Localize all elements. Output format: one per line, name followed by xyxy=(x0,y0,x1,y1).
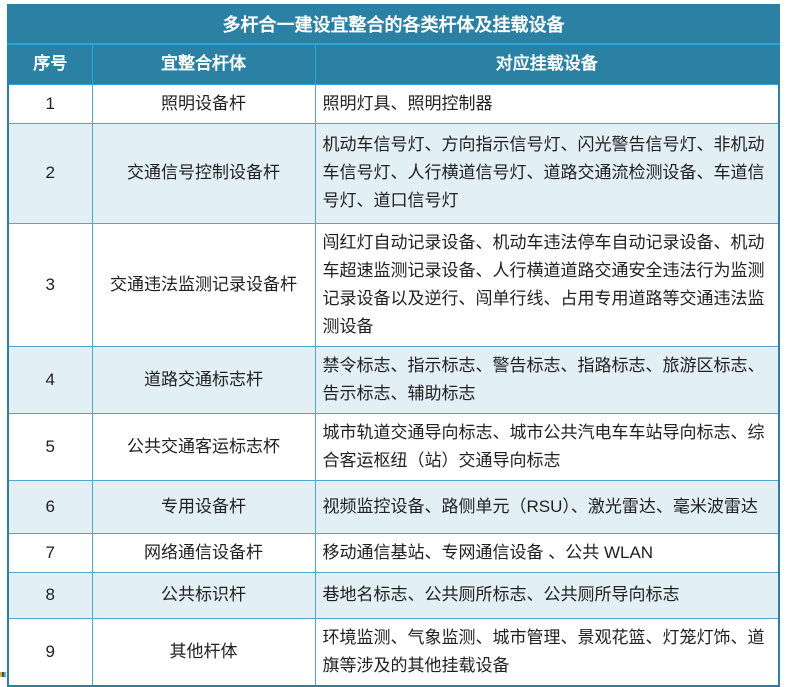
table-title-row: 多杆合一建设宜整合的各类杆体及挂载设备 xyxy=(7,4,780,45)
table-row: 6 专用设备杆 视频监控设备、路侧单元（RSU）、激光雷达、毫米波雷达 xyxy=(7,479,780,534)
table-row: 2 交通信号控制设备杆 机动车信号灯、方向指示信号灯、闪光警告信号灯、非机动车信… xyxy=(7,122,780,224)
pole-type-cell: 公共标识杆 xyxy=(91,571,316,619)
column-header-pole-type: 宜整合杆体 xyxy=(91,43,316,85)
row-number-cell: 3 xyxy=(7,222,93,347)
pole-type-cell: 其他杆体 xyxy=(91,617,316,686)
table-row: 1 照明设备杆 照明灯具、照明控制器 xyxy=(7,83,780,124)
devices-cell: 照明灯具、照明控制器 xyxy=(314,83,780,124)
table-row: 9 其他杆体 环境监测、气象监测、城市管理、景观花篮、灯笼灯饰、道旗等涉及的其他… xyxy=(7,617,780,686)
column-header-devices: 对应挂载设备 xyxy=(314,43,780,85)
table-header-row: 序号 宜整合杆体 对应挂载设备 xyxy=(7,43,780,85)
pole-type-cell: 交通信号控制设备杆 xyxy=(91,122,316,224)
devices-cell: 视频监控设备、路侧单元（RSU）、激光雷达、毫米波雷达 xyxy=(314,479,780,534)
row-number-cell: 2 xyxy=(7,122,93,224)
pole-type-cell: 公共交通客运标志杯 xyxy=(91,412,316,481)
pole-integration-table: 多杆合一建设宜整合的各类杆体及挂载设备 序号 宜整合杆体 对应挂载设备 1 照明… xyxy=(7,4,781,687)
row-number-cell: 5 xyxy=(7,412,93,481)
row-number-cell: 4 xyxy=(7,345,93,414)
row-number-cell: 7 xyxy=(7,532,93,573)
row-number-cell: 1 xyxy=(7,83,93,124)
devices-cell: 城市轨道交通导向标志、城市公共汽电车车站导向标志、综合客运枢纽（站）交通导向标志 xyxy=(314,412,780,481)
row-number-cell: 6 xyxy=(7,479,93,534)
row-number-cell: 9 xyxy=(7,617,93,686)
table-row: 3 交通违法监测记录设备杆 闯红灯自动记录设备、机动车违法停车自动记录设备、机动… xyxy=(7,222,780,347)
page-artifact xyxy=(0,672,6,677)
devices-cell: 闯红灯自动记录设备、机动车违法停车自动记录设备、机动车超速监测记录设备、人行横道… xyxy=(314,222,780,347)
pole-type-cell: 网络通信设备杆 xyxy=(91,532,316,573)
table-title: 多杆合一建设宜整合的各类杆体及挂载设备 xyxy=(7,4,780,45)
table-row: 8 公共标识杆 巷地名标志、公共厕所标志、公共厕所导向标志 xyxy=(7,571,780,619)
pole-type-cell: 专用设备杆 xyxy=(91,479,316,534)
devices-cell: 环境监测、气象监测、城市管理、景观花篮、灯笼灯饰、道旗等涉及的其他挂载设备 xyxy=(314,617,780,686)
column-header-index: 序号 xyxy=(7,43,93,85)
pole-type-cell: 照明设备杆 xyxy=(91,83,316,124)
table-row: 4 道路交通标志杆 禁令标志、指示标志、警告标志、指路标志、旅游区标志、告示标志… xyxy=(7,345,780,414)
pole-type-cell: 交通违法监测记录设备杆 xyxy=(91,222,316,347)
devices-cell: 机动车信号灯、方向指示信号灯、闪光警告信号灯、非机动车信号灯、人行横道信号灯、道… xyxy=(314,122,780,224)
devices-cell: 禁令标志、指示标志、警告标志、指路标志、旅游区标志、告示标志、辅助标志 xyxy=(314,345,780,414)
pole-type-cell: 道路交通标志杆 xyxy=(91,345,316,414)
table-row: 7 网络通信设备杆 移动通信基站、专网通信设备 、公共 WLAN xyxy=(7,532,780,573)
devices-cell: 巷地名标志、公共厕所标志、公共厕所导向标志 xyxy=(314,571,780,619)
devices-cell: 移动通信基站、专网通信设备 、公共 WLAN xyxy=(314,532,780,573)
table-row: 5 公共交通客运标志杯 城市轨道交通导向标志、城市公共汽电车车站导向标志、综合客… xyxy=(7,412,780,481)
row-number-cell: 8 xyxy=(7,571,93,619)
